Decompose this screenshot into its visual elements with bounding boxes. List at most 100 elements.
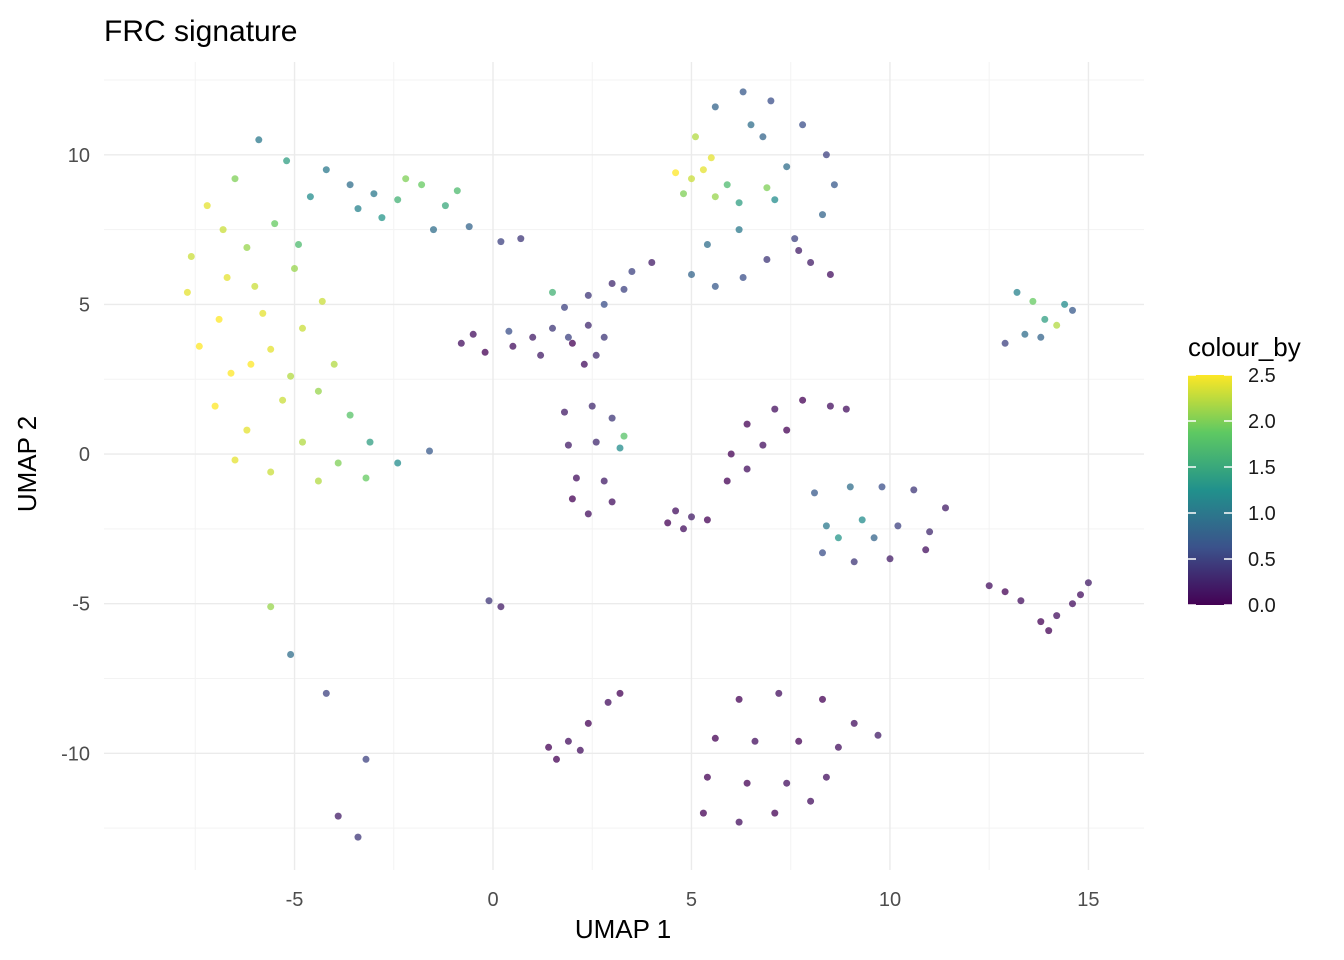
chart-title: FRC signature [104,15,297,48]
data-point [826,402,834,410]
data-point [1021,330,1029,338]
data-point [846,483,854,491]
legend-title: colour_by [1188,332,1301,362]
data-point [699,166,707,174]
data-point [807,797,815,805]
data-point [767,97,775,105]
data-point [616,444,624,452]
x-tick-label: 5 [686,889,697,911]
data-point [314,477,322,485]
plot-points [183,88,1092,841]
data-point [553,755,560,763]
data-point [1084,579,1092,587]
data-point [608,498,616,506]
data-point [799,121,807,129]
cluster-lower-left [545,689,624,763]
data-point [600,333,608,341]
data-point [858,516,866,524]
data-point [394,196,402,204]
data-point [1053,612,1061,620]
data-point [279,396,287,404]
data-point [584,510,592,518]
data-point [711,193,719,201]
data-point [763,184,771,192]
data-point [771,809,779,817]
data-point [517,235,525,243]
data-point [584,321,592,329]
data-point [481,348,489,356]
data-point [870,534,878,542]
data-point [783,779,791,787]
data-point [795,247,803,254]
data-point [791,235,799,243]
data-point [430,226,437,234]
data-point [183,288,191,296]
data-point [822,773,830,781]
data-point [497,238,505,246]
cluster-arc-yellow-patch [672,133,771,207]
data-point [457,339,465,347]
data-point [886,555,894,563]
data-point [819,549,826,557]
data-point [830,181,838,189]
data-point [600,477,608,485]
data-point [231,175,239,183]
data-point [819,695,826,703]
data-point [529,333,537,341]
cluster-diagonal-mid [723,396,850,485]
data-point [306,193,314,201]
legend-colorbar [1188,375,1232,605]
data-point [219,226,227,234]
data-point [362,474,370,482]
data-point [267,345,275,353]
data-point [688,513,695,521]
data-point [822,151,830,159]
cluster-outliers [267,597,505,841]
data-point [402,175,410,183]
data-point [926,528,934,536]
data-point [703,773,711,781]
cluster-thin-streak [549,259,656,311]
data-point [942,504,949,512]
data-point [354,833,362,841]
data-point [1041,315,1049,323]
cluster-spur [664,507,711,533]
data-point [215,315,223,323]
data-point [616,689,624,697]
data-point [874,731,882,739]
data-point [378,214,386,222]
data-point [711,282,719,290]
data-point [259,309,267,317]
data-point [688,271,695,278]
x-tick-label: 0 [487,889,498,911]
data-point [299,324,306,332]
data-point [743,779,751,787]
data-point [747,121,755,129]
data-point [703,241,711,248]
cluster-lower-big [699,689,882,826]
data-point [727,450,735,458]
cluster-blob-right-mid [811,483,949,566]
data-point [568,495,576,503]
data-point [549,324,556,332]
data-point [330,360,338,368]
data-point [267,468,275,476]
data-point [564,737,572,745]
data-point [291,265,298,272]
data-point [299,438,306,446]
cluster-arc-right [688,88,838,290]
data-point [584,719,592,727]
data-point [243,426,251,434]
data-point [922,546,930,554]
legend-tick-label: 1.5 [1248,457,1276,479]
data-point [735,818,743,826]
x-axis-ticks: -5 0 5 10 15 [286,889,1100,911]
data-point [723,477,731,485]
data-point [600,300,608,308]
data-point [362,755,370,763]
data-point [370,190,378,198]
data-point [692,133,699,141]
data-point [811,489,818,497]
data-point [783,426,791,434]
